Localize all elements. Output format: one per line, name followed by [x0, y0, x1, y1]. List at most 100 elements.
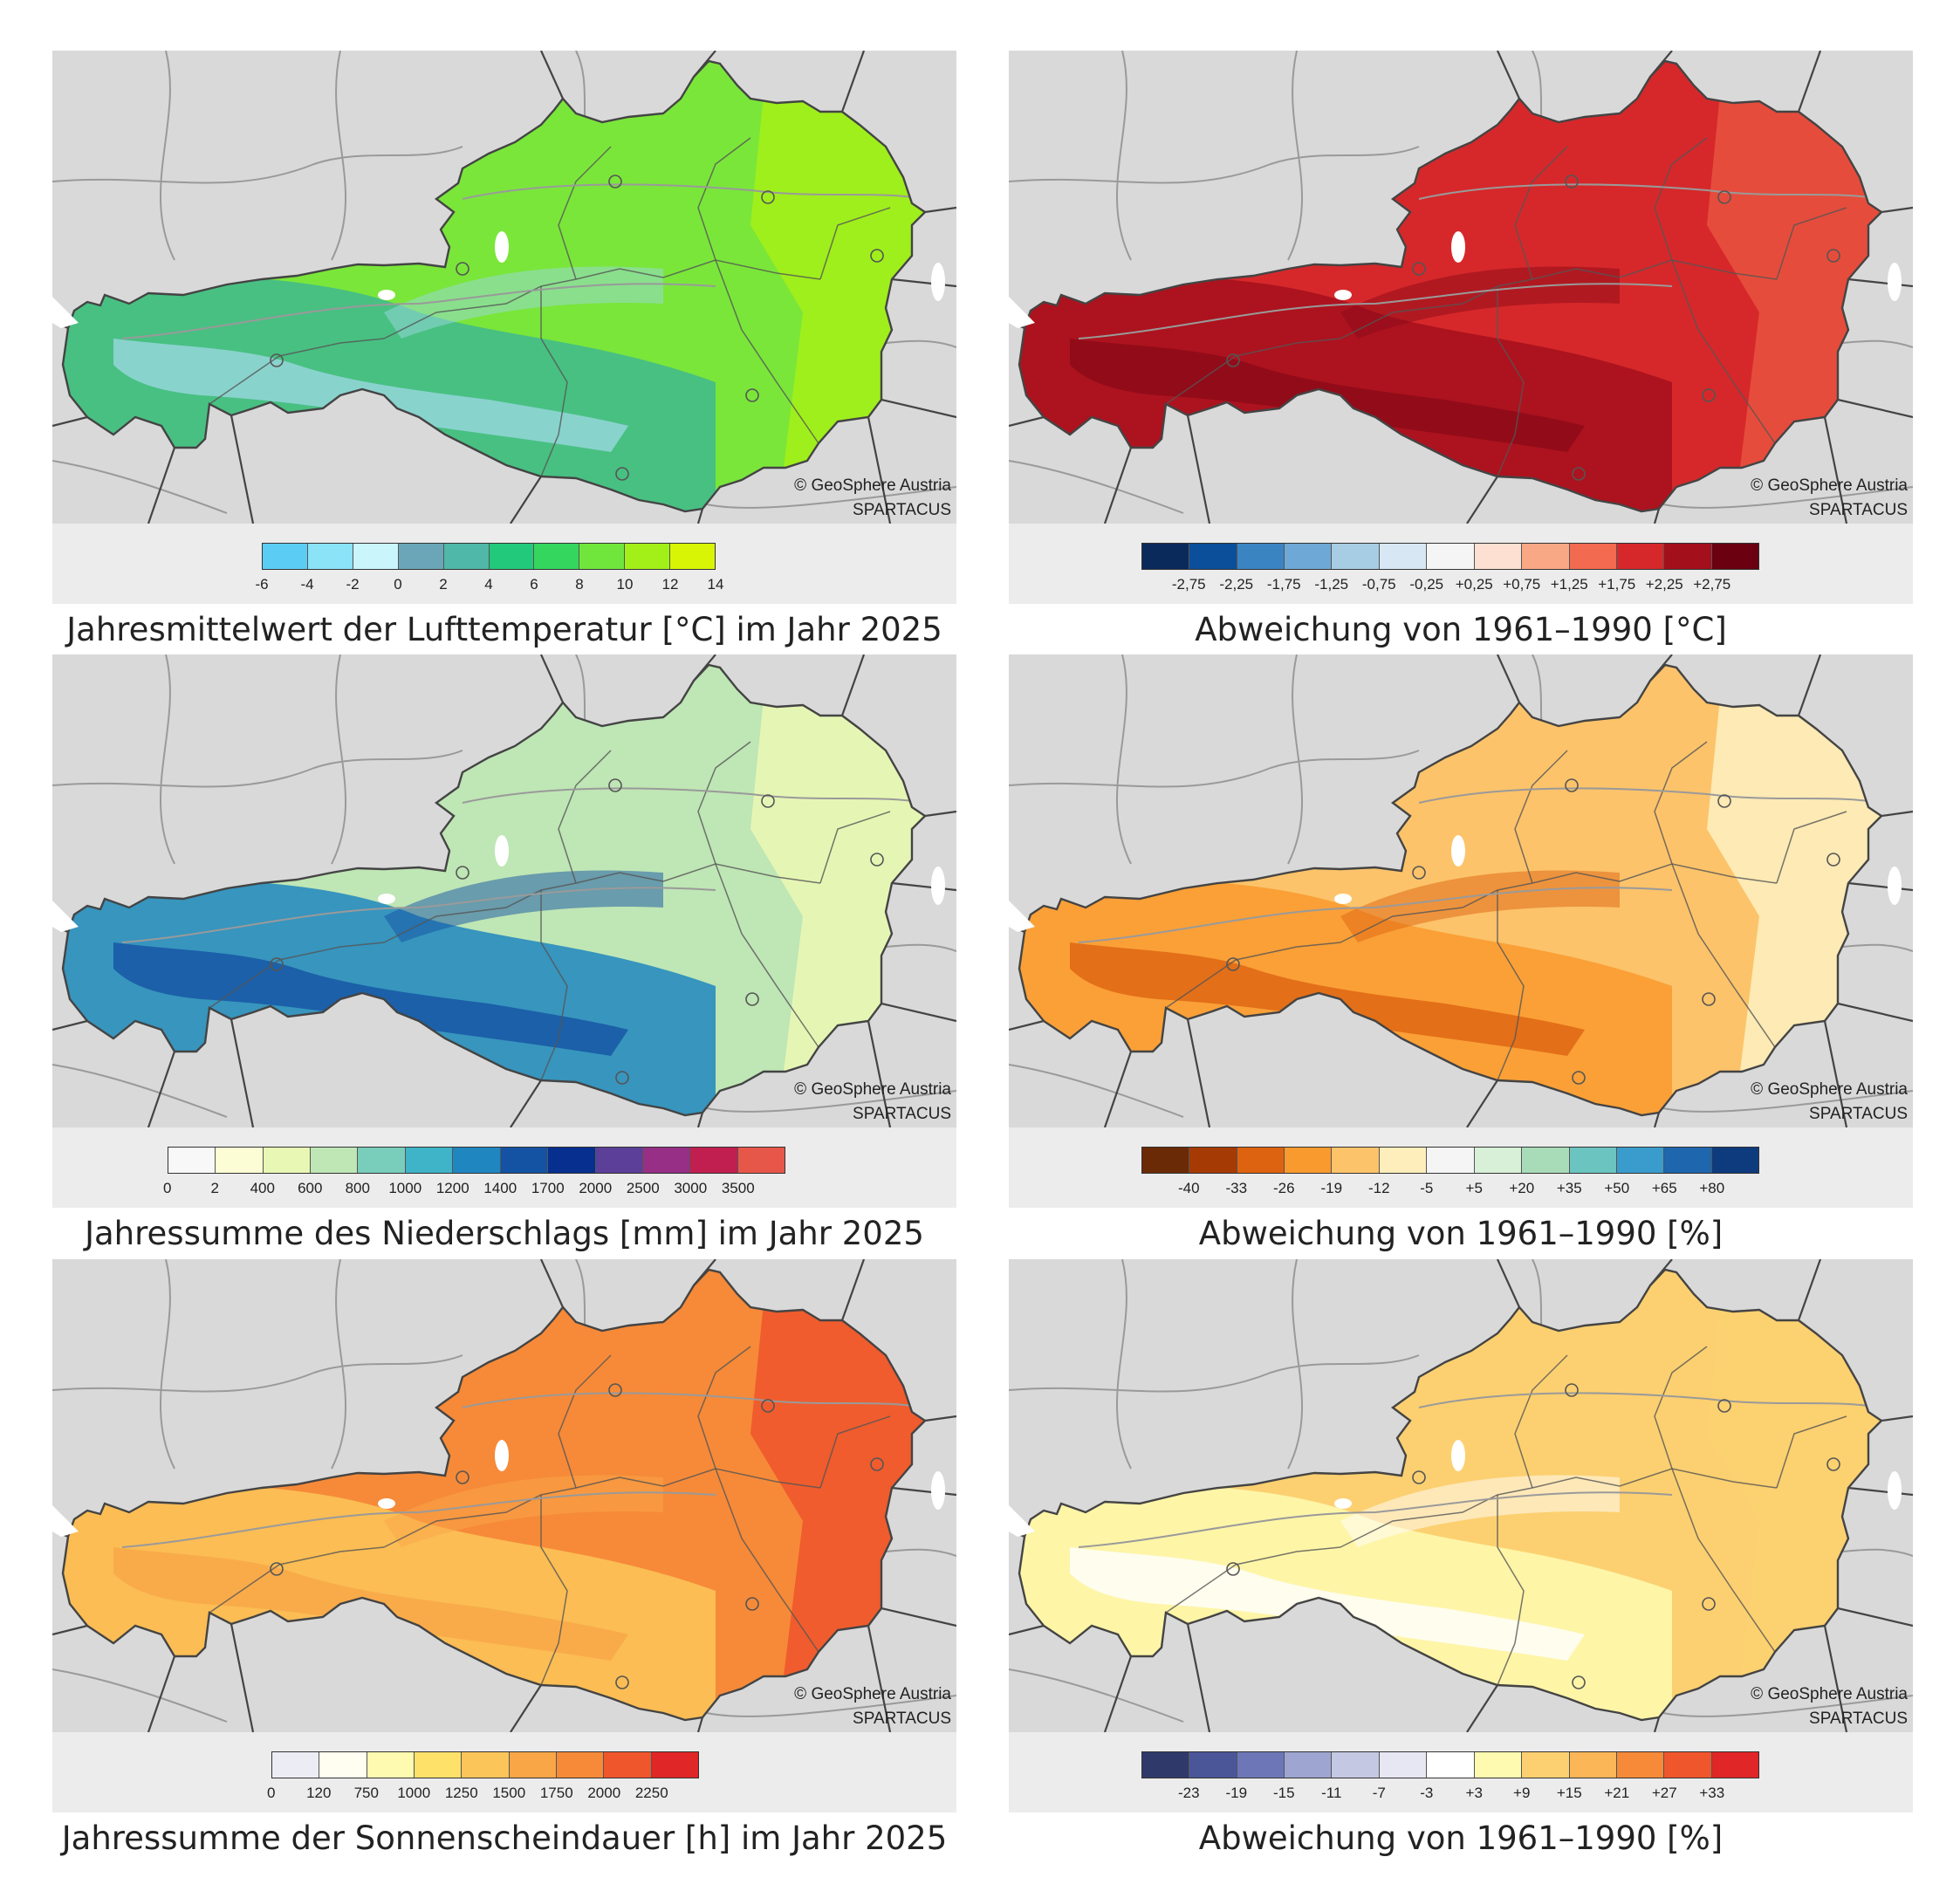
legend-tick-label: +0,25 [1455, 576, 1493, 593]
legend-swatch [557, 1752, 605, 1778]
city-marker [270, 957, 284, 971]
legend-swatch [271, 1752, 320, 1778]
legend-swatch [1711, 1148, 1759, 1173]
river-line [706, 1695, 956, 1717]
legend-swatch [216, 1148, 264, 1173]
city-marker [456, 866, 469, 880]
legend-colorbar [271, 1751, 700, 1778]
austria-map [52, 654, 956, 1127]
legend-swatch [737, 1148, 785, 1173]
river-line [1662, 1695, 1913, 1717]
lake [1451, 835, 1465, 867]
legend-swatch [1616, 544, 1665, 569]
legend-swatch [1237, 544, 1285, 569]
legend-swatch [1379, 1148, 1428, 1173]
map-caption: Abweichung von 1961–1990 [%] [1198, 1215, 1724, 1252]
credit-spartacus: SPARTACUS [1809, 1105, 1908, 1123]
river-line [159, 654, 175, 865]
legend-tick-label: 0 [267, 1785, 276, 1801]
austria-map [1009, 51, 1913, 524]
map-area: © GeoSphere Austria SPARTACUS [52, 1259, 956, 1732]
legend-tick-label: -11 [1321, 1785, 1342, 1801]
legend-tick-label: -26 [1272, 1180, 1295, 1196]
lake [931, 867, 945, 905]
legend-swatch [263, 1148, 312, 1173]
legend-swatch [1141, 1752, 1190, 1778]
river-line [52, 750, 463, 788]
city-marker [1702, 388, 1716, 402]
city-marker [615, 1071, 629, 1085]
lake [378, 290, 395, 300]
legend-swatch [548, 1148, 596, 1173]
lake [1451, 1440, 1465, 1471]
lake [495, 835, 509, 867]
legend: -23 -19 -15 -11 -7 -3 +3 +9 +15 +21 +27 +33 [1009, 1732, 1913, 1812]
austria-border [1018, 663, 1883, 1117]
legend-swatch [414, 1752, 463, 1778]
legend-swatch [319, 1752, 367, 1778]
river-line [1662, 1090, 1913, 1113]
legend-tick-label: +0,75 [1503, 576, 1541, 593]
legend-tick-label: 800 [345, 1180, 370, 1196]
austria-fill [1019, 665, 1881, 1115]
legend-colorbar [1141, 1147, 1760, 1174]
city-marker [608, 1383, 622, 1397]
legend-tick-label: +3 [1465, 1785, 1483, 1801]
lake-constance [52, 297, 79, 328]
credit-spartacus: SPARTACUS [1809, 501, 1908, 519]
lake [1334, 290, 1352, 300]
legend-swatch [263, 544, 308, 569]
lake [1334, 894, 1352, 904]
city-marker [270, 353, 284, 367]
city-marker [270, 1562, 284, 1576]
map-caption: Abweichung von 1961–1990 [%] [1198, 1819, 1724, 1857]
legend-swatch [398, 544, 444, 569]
legend: -2,75 -2,25 -1,75 -1,25 -0,75 -0,25 +0,25 +0,75… [1009, 524, 1913, 604]
legend-tick-label: +27 [1651, 1785, 1677, 1801]
legend-tick-label: +1,75 [1598, 576, 1636, 593]
credit-geosphere: © GeoSphere Austria [794, 476, 951, 495]
legend-tick-label: 12 [661, 576, 679, 593]
legend-swatch [307, 544, 353, 569]
legend-tick-label: 1700 [531, 1180, 565, 1196]
city-marker [1717, 794, 1731, 808]
legend-swatch [1379, 544, 1428, 569]
legend-swatch [367, 1752, 415, 1778]
legend-tick-label: 1250 [444, 1785, 478, 1801]
lake [931, 263, 945, 301]
legend-tick-label: -1,25 [1314, 576, 1349, 593]
austria-border [61, 663, 927, 1117]
legend-swatch [1569, 1752, 1617, 1778]
legend-swatch [1237, 1148, 1285, 1173]
map-area: © GeoSphere Austria SPARTACUS [1009, 1259, 1913, 1732]
river-line [52, 1668, 228, 1723]
legend-tick-label: -6 [255, 576, 269, 593]
legend-tick-label: 10 [616, 576, 634, 593]
city-marker [615, 1675, 629, 1689]
river-line [331, 51, 347, 261]
austria-fill [1019, 1270, 1881, 1720]
lake-constance [1009, 297, 1035, 328]
legend-tick-label: +9 [1513, 1785, 1531, 1801]
country-border [52, 1259, 956, 1732]
lake [1888, 867, 1902, 905]
credit-spartacus: SPARTACUS [1809, 1710, 1908, 1728]
map-caption: Jahressumme der Sonnenscheindauer [h] im… [61, 1819, 948, 1857]
river-line [159, 51, 175, 261]
legend-swatch [604, 1752, 652, 1778]
city-marker [745, 992, 759, 1006]
lake-constance [1009, 1505, 1035, 1537]
map-area: © GeoSphere Austria SPARTACUS [1009, 51, 1913, 524]
credit-geosphere: © GeoSphere Austria [794, 1080, 951, 1099]
city-marker [608, 175, 622, 188]
legend-tick-label: -19 [1225, 1785, 1248, 1801]
austria-fill [63, 1270, 925, 1720]
map-area: © GeoSphere Austria SPARTACUS [52, 51, 956, 524]
legend-swatch [690, 1148, 738, 1173]
legend-tick-label: 6 [530, 576, 538, 593]
river-line [706, 1090, 956, 1113]
legend-tick-label: 1200 [435, 1180, 469, 1196]
legend-tick-label: 2000 [587, 1785, 621, 1801]
legend-tick-label: -19 [1320, 1180, 1343, 1196]
legend-tick-label: +15 [1556, 1785, 1582, 1801]
